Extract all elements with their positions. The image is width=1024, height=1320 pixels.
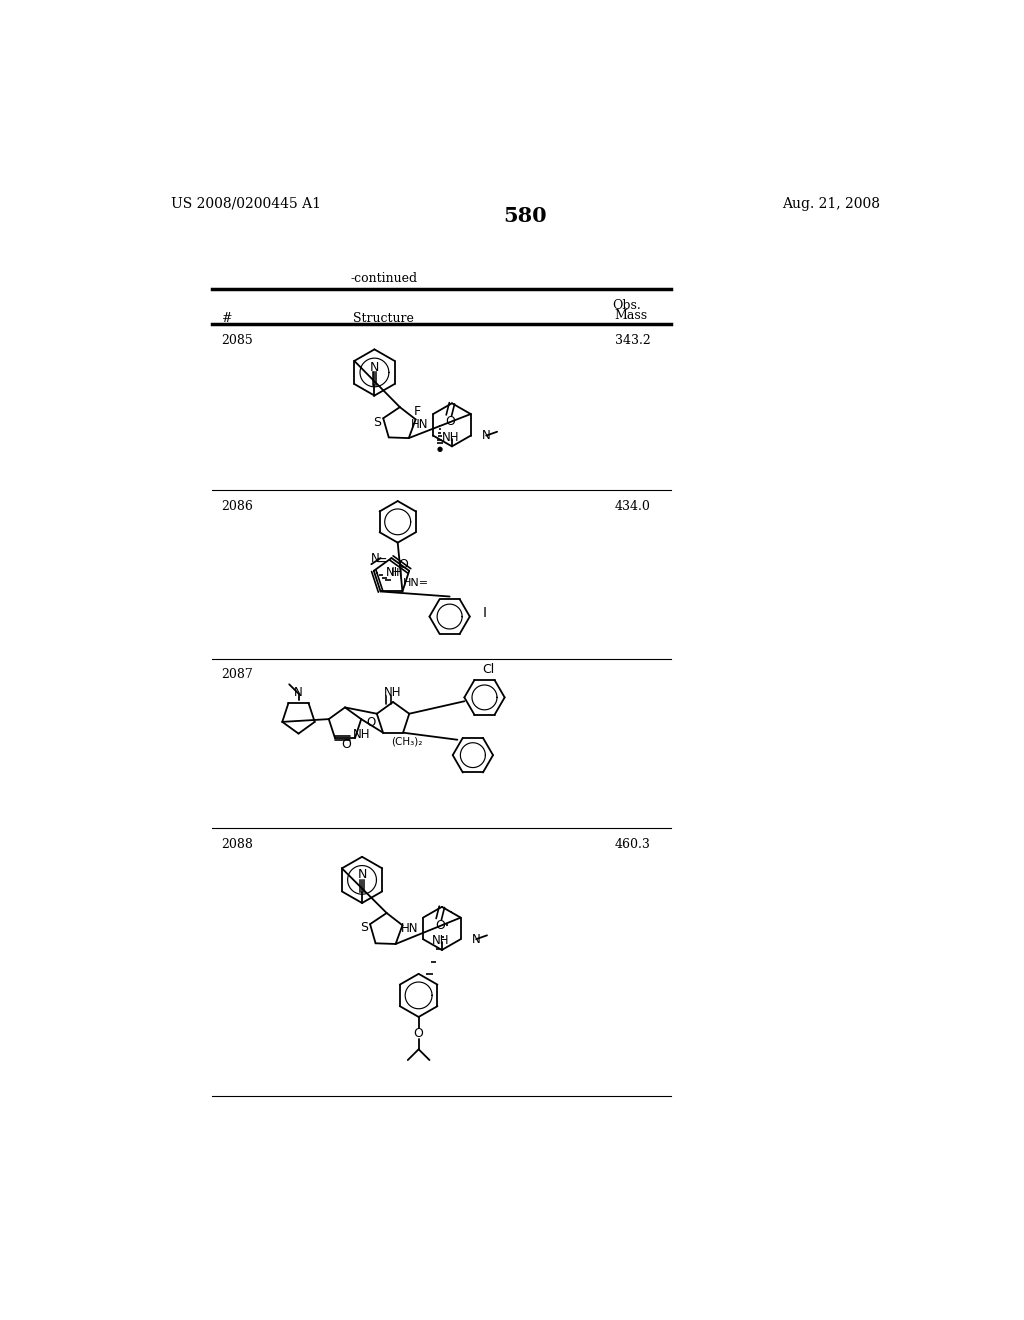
Text: NH: NH xyxy=(441,430,459,444)
Text: NH: NH xyxy=(431,935,450,948)
Text: O: O xyxy=(341,738,350,751)
Text: ●: ● xyxy=(436,446,442,453)
Text: Aug. 21, 2008: Aug. 21, 2008 xyxy=(781,197,880,211)
Text: N: N xyxy=(471,933,480,945)
Text: 2085: 2085 xyxy=(221,334,253,347)
Text: NH: NH xyxy=(353,727,371,741)
Text: F: F xyxy=(414,405,421,418)
Text: #: # xyxy=(221,313,231,326)
Text: HN: HN xyxy=(411,418,428,432)
Text: Structure: Structure xyxy=(353,313,414,326)
Text: HN=: HN= xyxy=(403,578,429,589)
Text: 2086: 2086 xyxy=(221,499,253,512)
Text: HN: HN xyxy=(400,921,418,935)
Text: NH: NH xyxy=(386,566,403,579)
Text: O: O xyxy=(398,558,408,572)
Text: I: I xyxy=(482,606,486,620)
Text: O: O xyxy=(435,919,445,932)
Text: 2087: 2087 xyxy=(221,668,253,681)
Text: N: N xyxy=(481,429,490,442)
Text: S: S xyxy=(373,416,381,429)
Text: 434.0: 434.0 xyxy=(614,499,650,512)
Text: 2088: 2088 xyxy=(221,838,253,850)
Text: Obs.: Obs. xyxy=(612,300,641,313)
Text: H: H xyxy=(391,568,399,578)
Text: O: O xyxy=(445,416,456,428)
Text: =: = xyxy=(376,554,387,569)
Text: 343.2: 343.2 xyxy=(614,334,650,347)
Text: N: N xyxy=(294,685,303,698)
Text: -continued: -continued xyxy=(350,272,418,285)
Text: 580: 580 xyxy=(503,206,547,226)
Text: O: O xyxy=(367,717,376,730)
Text: 460.3: 460.3 xyxy=(614,838,650,850)
Text: NH: NH xyxy=(384,686,401,700)
Text: S: S xyxy=(359,921,368,935)
Text: N: N xyxy=(371,552,380,565)
Text: (CH₃)₂: (CH₃)₂ xyxy=(391,737,423,747)
Text: Mass: Mass xyxy=(614,309,648,322)
Text: N: N xyxy=(357,869,367,880)
Text: O: O xyxy=(414,1027,424,1040)
Text: US 2008/0200445 A1: US 2008/0200445 A1 xyxy=(171,197,321,211)
Text: Cl: Cl xyxy=(482,663,495,676)
Text: N: N xyxy=(370,360,379,374)
